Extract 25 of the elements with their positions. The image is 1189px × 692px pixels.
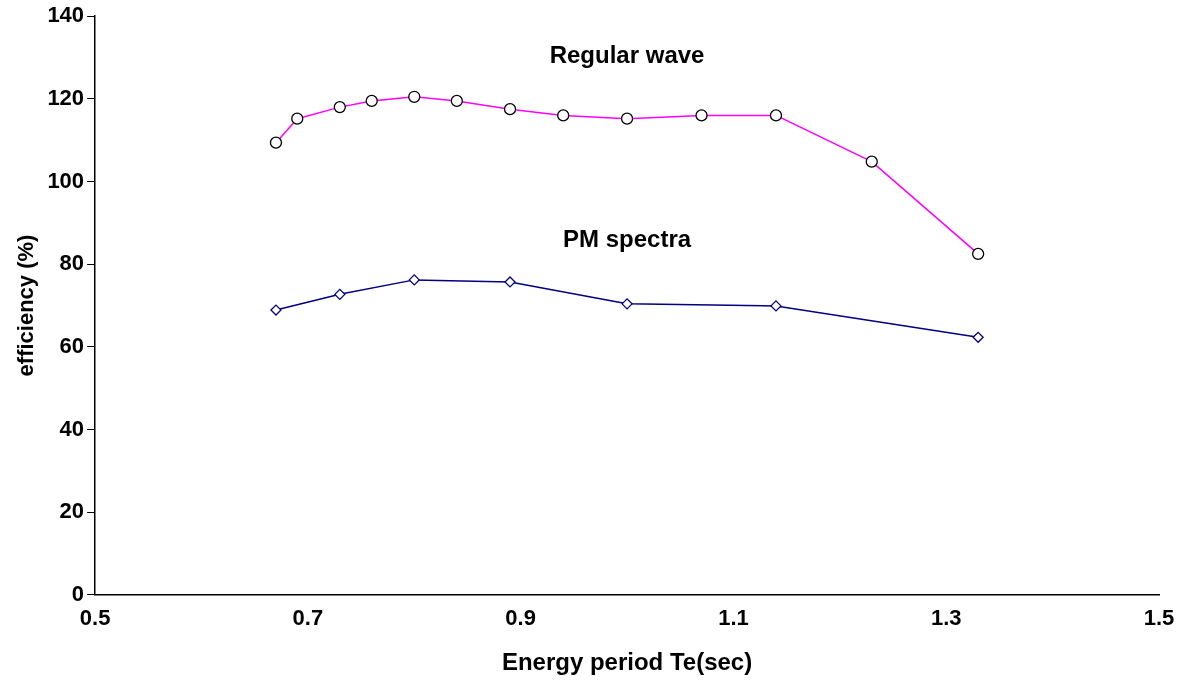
series-label: Regular wave [549,41,705,69]
y-tick-label: 20 [59,498,85,524]
y-tick-label: 60 [59,332,85,358]
series-label: PM spectra [563,224,692,252]
y-tick-label: 80 [59,250,85,276]
y-tick-label: 40 [59,415,85,441]
x-tick-label: 0.9 [505,605,536,631]
y-tick-label: 140 [47,2,85,28]
y-axis-title: efficiency (%) [13,234,39,377]
point [334,288,346,300]
point [504,276,516,288]
x-tick-label: 1.1 [718,605,749,631]
x-tick-label: 0.5 [79,605,111,631]
point [770,300,782,312]
x-axis-title: Energy period Te(sec) [501,648,753,676]
x-tick-label: 1.3 [930,605,962,631]
x-tick-label: 1.5 [1143,605,1175,631]
point [408,274,420,286]
y-tick-label: 100 [47,167,85,193]
y-tick-label: 0 [71,580,85,606]
y-tick-label: 120 [47,84,85,110]
point [972,331,984,343]
x-tick-label: 0.7 [292,605,324,631]
point [621,298,633,310]
point [270,304,282,316]
